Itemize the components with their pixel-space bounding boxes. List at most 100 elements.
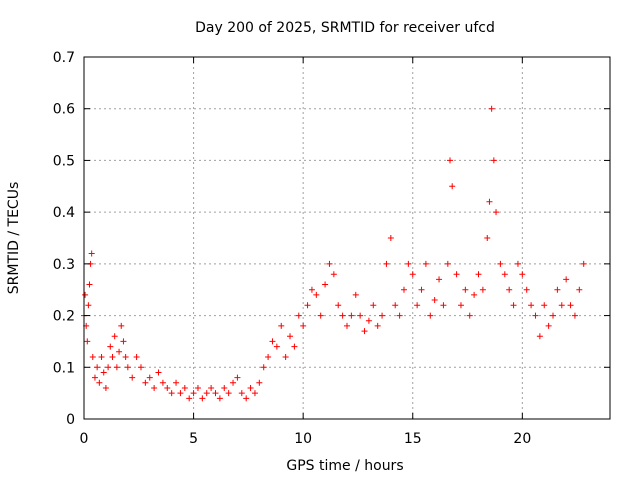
data-point (142, 379, 149, 386)
data-point (541, 302, 548, 309)
x-tick-label: 10 (294, 431, 312, 447)
data-point (221, 384, 228, 391)
y-axis-title: SRMTID / TECUs (6, 182, 22, 295)
data-point (151, 384, 158, 391)
data-point (251, 390, 258, 397)
data-point (365, 317, 372, 324)
data-point (510, 302, 517, 309)
data-point (85, 302, 92, 309)
data-point (379, 312, 386, 319)
data-point (392, 302, 399, 309)
data-point (91, 374, 98, 381)
x-tick-label: 20 (513, 431, 531, 447)
data-point (440, 302, 447, 309)
y-tick-label: 0.5 (53, 153, 75, 169)
data-point (427, 312, 434, 319)
data-point (532, 312, 539, 319)
y-tick-label: 0 (66, 412, 75, 428)
chart-title: Day 200 of 2025, SRMTID for receiver ufc… (195, 20, 495, 36)
y-tick-label: 0.7 (53, 50, 75, 66)
data-point (120, 338, 127, 345)
data-point (558, 302, 565, 309)
data-point (146, 374, 153, 381)
data-point (550, 312, 557, 319)
data-point (493, 209, 500, 216)
data-point (471, 291, 478, 298)
data-point (269, 338, 276, 345)
data-point (567, 302, 574, 309)
data-point (164, 384, 171, 391)
data-point (330, 271, 337, 278)
data-point (322, 281, 329, 288)
data-point (554, 286, 561, 293)
data-point (98, 353, 105, 360)
data-point (168, 390, 175, 397)
data-point (361, 328, 368, 335)
data-point (501, 271, 508, 278)
data-point (109, 353, 116, 360)
data-point (326, 260, 333, 267)
data-point (291, 343, 298, 350)
data-point (212, 390, 219, 397)
data-point (528, 302, 535, 309)
grid (84, 57, 610, 419)
data-point (484, 235, 491, 241)
data-point (295, 312, 302, 319)
data-point (94, 364, 101, 371)
data-point (431, 297, 438, 304)
data-points (81, 105, 587, 402)
data-point (282, 353, 289, 360)
data-point (155, 369, 162, 376)
data-point (576, 286, 583, 293)
data-point (116, 348, 123, 355)
data-point (100, 369, 107, 376)
data-point (374, 322, 381, 329)
data-point (118, 322, 125, 329)
data-point (335, 302, 342, 309)
data-point (122, 353, 129, 360)
data-point (436, 276, 443, 283)
data-point (113, 364, 120, 371)
data-point (453, 271, 460, 278)
data-point (238, 390, 245, 397)
data-point (177, 390, 184, 397)
data-point (199, 395, 206, 402)
data-point (287, 333, 294, 340)
data-point (84, 338, 91, 345)
y-tick-label: 0.2 (53, 309, 75, 325)
y-tick-label: 0.6 (53, 102, 75, 118)
data-point (457, 302, 464, 309)
x-tick-labels: 0 5 10 15 20 (80, 431, 532, 447)
data-point (133, 353, 140, 360)
data-point (243, 395, 250, 402)
data-point (82, 291, 89, 298)
data-point (96, 379, 103, 386)
data-point (186, 395, 193, 402)
data-point (422, 260, 429, 267)
x-tick-label: 5 (189, 431, 198, 447)
data-point (159, 379, 166, 386)
data-point (194, 384, 201, 391)
data-point (475, 271, 482, 278)
data-point (466, 312, 473, 319)
data-point (523, 286, 530, 293)
data-point (308, 286, 315, 293)
data-point (247, 384, 254, 391)
y-tick-label: 0.3 (53, 257, 75, 273)
data-point (300, 322, 307, 329)
data-point (86, 281, 93, 288)
data-point (190, 390, 197, 397)
x-tick-label: 15 (404, 431, 422, 447)
data-point (208, 384, 215, 391)
data-point (273, 343, 280, 350)
data-point (278, 322, 285, 329)
data-point (449, 183, 456, 190)
data-point (265, 353, 272, 360)
data-point (400, 286, 407, 293)
data-point (383, 260, 390, 267)
data-point (339, 312, 346, 319)
data-point (514, 260, 521, 267)
data-point (129, 374, 136, 381)
data-point (444, 260, 451, 267)
